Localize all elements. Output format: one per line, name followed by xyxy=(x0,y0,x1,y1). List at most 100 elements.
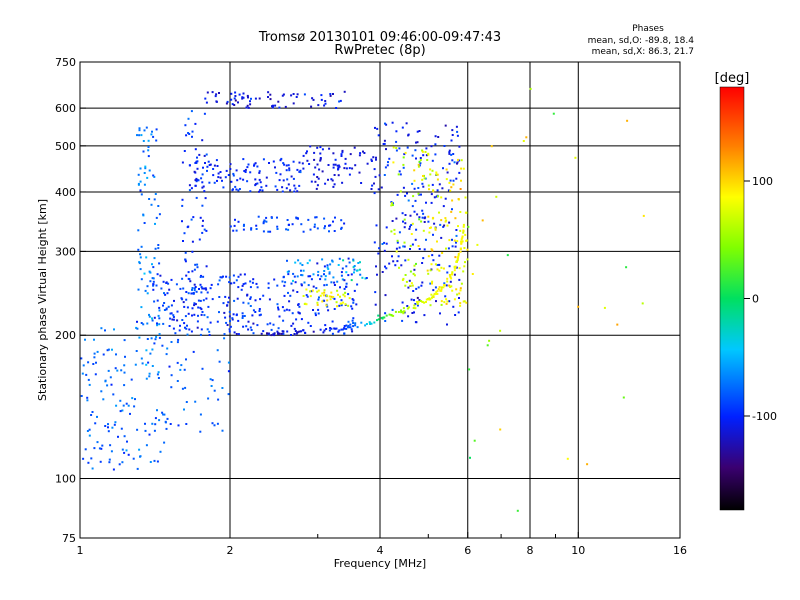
data-point xyxy=(417,165,420,168)
data-point xyxy=(431,282,433,285)
data-point xyxy=(291,223,294,226)
data-point xyxy=(268,162,270,164)
data-point xyxy=(431,183,434,186)
data-point xyxy=(430,248,433,251)
data-point xyxy=(276,228,279,230)
data-point xyxy=(196,266,199,269)
data-point xyxy=(146,338,149,340)
data-point xyxy=(320,94,323,97)
data-point xyxy=(447,247,450,250)
data-point xyxy=(107,423,109,426)
data-point xyxy=(211,91,214,94)
data-point xyxy=(328,224,330,227)
data-point xyxy=(414,238,417,241)
data-point xyxy=(396,260,399,263)
data-point xyxy=(158,323,161,326)
data-point xyxy=(460,238,463,241)
data-point xyxy=(139,455,141,458)
data-point xyxy=(370,188,373,190)
data-point xyxy=(350,279,353,282)
data-point xyxy=(145,126,148,129)
data-point xyxy=(440,219,443,222)
data-point xyxy=(184,386,187,389)
data-point xyxy=(252,309,255,312)
data-point xyxy=(153,175,156,178)
data-point xyxy=(250,228,253,231)
data-point xyxy=(372,156,375,159)
data-point xyxy=(355,269,358,272)
data-point xyxy=(277,100,280,103)
data-point xyxy=(416,302,419,305)
data-point xyxy=(453,239,456,242)
data-point xyxy=(298,312,301,315)
data-point xyxy=(196,156,198,159)
data-point xyxy=(401,126,404,129)
data-point xyxy=(334,163,337,166)
data-point xyxy=(347,324,350,327)
data-point xyxy=(208,334,211,336)
data-point xyxy=(262,330,265,333)
data-point xyxy=(137,173,140,176)
data-point xyxy=(138,336,141,339)
data-point xyxy=(139,256,142,259)
data-point xyxy=(425,298,428,301)
data-point xyxy=(254,299,257,302)
data-point xyxy=(176,319,179,322)
data-point xyxy=(250,97,252,100)
data-point xyxy=(440,266,443,269)
data-point xyxy=(299,171,302,174)
data-point xyxy=(290,324,293,327)
data-point xyxy=(332,220,334,223)
data-point xyxy=(201,181,204,184)
data-point xyxy=(108,458,111,461)
data-point xyxy=(200,313,203,316)
data-point xyxy=(404,274,407,276)
data-point xyxy=(433,293,436,296)
data-point xyxy=(152,284,155,287)
data-point xyxy=(195,177,198,180)
data-point xyxy=(153,300,156,303)
data-point xyxy=(450,273,453,276)
data-point xyxy=(151,130,153,133)
data-point xyxy=(449,274,451,277)
data-point xyxy=(101,444,104,447)
data-point xyxy=(184,260,187,263)
data-point xyxy=(267,91,270,94)
data-point xyxy=(106,349,109,352)
data-point xyxy=(120,427,123,430)
data-point xyxy=(285,187,288,190)
data-point xyxy=(187,292,190,295)
data-point xyxy=(410,224,413,226)
data-point xyxy=(435,291,438,294)
data-point xyxy=(343,332,346,335)
data-point xyxy=(446,271,449,274)
data-point xyxy=(237,220,240,223)
data-point xyxy=(269,322,272,325)
data-point xyxy=(161,411,164,414)
data-point xyxy=(339,99,342,102)
data-point xyxy=(243,273,246,276)
data-point xyxy=(176,380,179,382)
data-point xyxy=(145,349,148,352)
data-point xyxy=(322,331,325,334)
data-point xyxy=(381,271,384,273)
data-point xyxy=(377,318,380,321)
data-point xyxy=(448,181,451,184)
data-point xyxy=(451,199,454,202)
data-point xyxy=(464,261,466,264)
data-point xyxy=(450,186,453,189)
data-point xyxy=(258,178,261,181)
data-point xyxy=(418,216,421,219)
data-point xyxy=(86,430,89,432)
data-point xyxy=(269,230,272,233)
data-point xyxy=(143,272,146,275)
data-point xyxy=(249,190,252,193)
data-point xyxy=(321,292,324,295)
data-point xyxy=(319,158,322,161)
data-point xyxy=(397,173,400,176)
data-point xyxy=(285,308,288,311)
data-point xyxy=(287,270,290,273)
data-point xyxy=(350,328,353,331)
data-point xyxy=(153,342,156,345)
